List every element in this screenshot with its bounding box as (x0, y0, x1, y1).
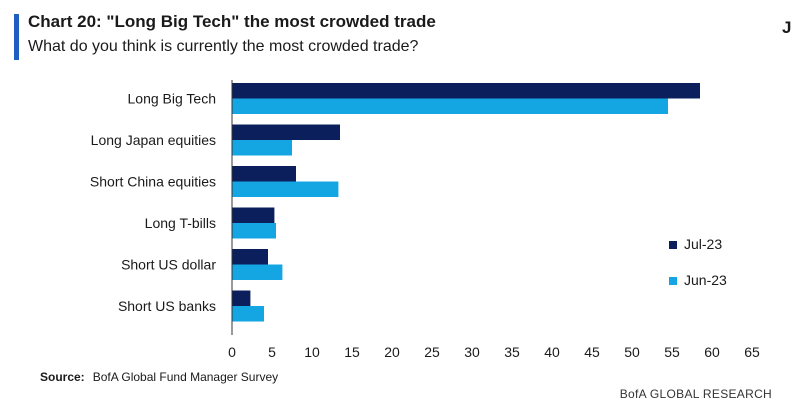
x-tick-label: 0 (228, 344, 236, 360)
bar-jun-2 (232, 181, 339, 197)
chart-title: Chart 20: "Long Big Tech" the most crowd… (28, 12, 436, 31)
bar-jul-0 (232, 83, 700, 99)
x-tick-label: 35 (504, 344, 520, 360)
bar-jul-5 (232, 290, 251, 306)
x-tick-label: 20 (384, 344, 400, 360)
bar-jun-4 (232, 264, 283, 280)
legend-label-jun: Jun-23 (684, 272, 727, 288)
bar-chart: Long Big Tech Long Japan equities Short Ch… (90, 80, 760, 360)
legend-label-jul: Jul-23 (684, 236, 722, 252)
bar-jul-2 (232, 166, 296, 182)
title-accent-bar (14, 14, 19, 60)
x-tick-label: 55 (664, 344, 680, 360)
category-label: Short China equities (90, 174, 216, 190)
category-label: Short US dollar (121, 257, 216, 273)
x-tick-label: 30 (464, 344, 480, 360)
x-tick-label: 50 (624, 344, 640, 360)
x-tick-label: 15 (344, 344, 360, 360)
x-tick-label: 10 (304, 344, 320, 360)
x-tick-label: 5 (268, 344, 276, 360)
legend-swatch-jul (669, 241, 677, 249)
bar-jun-3 (232, 223, 276, 239)
corner-mark: J (782, 18, 792, 37)
category-label: Long Big Tech (128, 91, 216, 107)
bar-jul-4 (232, 249, 268, 265)
bar-jun-1 (232, 140, 292, 156)
legend-swatch-jun (669, 277, 677, 285)
x-tick-label: 40 (544, 344, 560, 360)
bar-jul-3 (232, 207, 275, 223)
chart-subtitle: What do you think is currently the most … (28, 38, 419, 55)
x-tick-label: 65 (744, 344, 760, 360)
source-text: BofA Global Fund Manager Survey (92, 370, 279, 384)
category-label: Long T-bills (145, 215, 216, 231)
footer-brand: BofA GLOBAL RESEARCH (619, 387, 772, 401)
bar-jul-1 (232, 124, 340, 140)
bar-jun-5 (232, 306, 264, 322)
bar-jun-0 (232, 98, 668, 114)
category-label: Short US banks (118, 298, 216, 314)
x-tick-label: 45 (584, 344, 600, 360)
category-label: Long Japan equities (91, 132, 216, 148)
x-tick-label: 25 (424, 344, 440, 360)
source-note: Source: BofA Global Fund Manager Survey (40, 370, 278, 384)
x-tick-label: 60 (704, 344, 720, 360)
source-label: Source: (40, 370, 85, 384)
